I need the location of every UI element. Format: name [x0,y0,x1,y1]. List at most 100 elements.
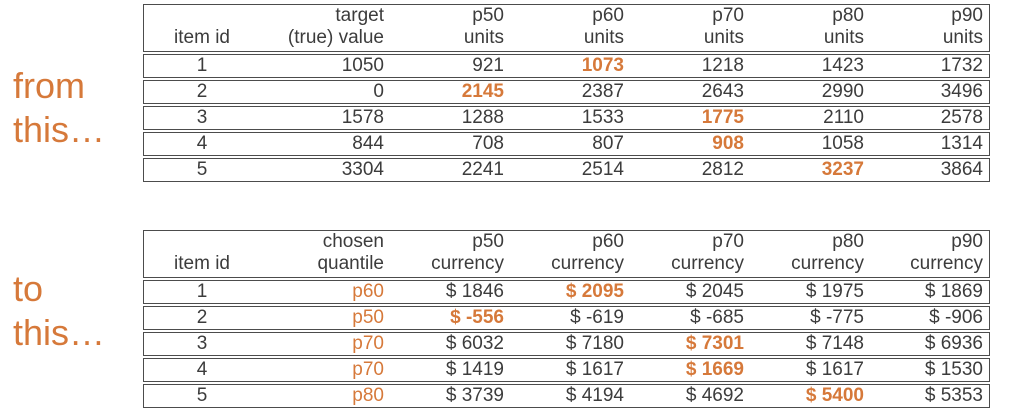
cell-p80-currency: $ 1975 [750,280,870,304]
cell-p70-currency: $ 7301 [630,332,750,356]
cell-p60-currency: $ 4194 [510,384,630,408]
cell-item-id: 2 [143,80,260,104]
header-item-id: item id [143,4,260,52]
header-p70-units: p70 units [630,4,750,52]
cell-item-id: 1 [143,54,260,78]
header-p90-units: p90 units [870,4,990,52]
cell-p60-currency: $ -619 [510,306,630,330]
header-p60-currency: p60 currency [510,230,630,278]
cell-p60-currency: $ 1617 [510,358,630,382]
cell-item-id: 3 [143,106,260,130]
currency-forecast-table: item id chosen quantile p50 currency p60… [143,228,990,410]
cell-p80-units: 2990 [750,80,870,104]
cell-p70-currency: $ 1669 [630,358,750,382]
cell-p60-currency: $ 7180 [510,332,630,356]
header-p90-currency: p90 currency [870,230,990,278]
cell-p80-units: 3237 [750,158,870,182]
cell-p70-currency: $ 2045 [630,280,750,304]
units-table-header-row: item id target (true) value p50 units p6… [143,4,990,52]
header-chosen-quantile: chosen quantile [260,230,390,278]
cell-p50-units: 2241 [390,158,510,182]
cell-p50-units: 708 [390,132,510,156]
cell-p80-currency: $ 5400 [750,384,870,408]
cell-item-id: 5 [143,158,260,182]
cell-target-value: 844 [260,132,390,156]
cell-target-value: 3304 [260,158,390,182]
cell-p60-units: 1533 [510,106,630,130]
cell-p70-units: 908 [630,132,750,156]
cell-item-id: 2 [143,306,260,330]
cell-p90-units: 2578 [870,106,990,130]
cell-p80-units: 1058 [750,132,870,156]
cell-p70-units: 2643 [630,80,750,104]
header-target-true-value: target (true) value [260,4,390,52]
cell-target-value: 1050 [260,54,390,78]
header-p50-units: p50 units [390,4,510,52]
cell-item-id: 4 [143,132,260,156]
cell-p60-units: 2514 [510,158,630,182]
cell-p50-units: 1288 [390,106,510,130]
header-item-id: item id [143,230,260,278]
header-p70-currency: p70 currency [630,230,750,278]
cell-p50-units: 921 [390,54,510,78]
table-row: 5 3304 2241 2514 2812 3237 3864 [143,158,990,182]
cell-p70-units: 1775 [630,106,750,130]
cell-p90-units: 1314 [870,132,990,156]
cell-chosen-quantile: p80 [260,384,390,408]
cell-p90-units: 3496 [870,80,990,104]
cell-p50-currency: $ 1419 [390,358,510,382]
header-p50-currency: p50 currency [390,230,510,278]
currency-table-header-row: item id chosen quantile p50 currency p60… [143,230,990,278]
cell-chosen-quantile: p70 [260,358,390,382]
table-row: 5 p80 $ 3739 $ 4194 $ 4692 $ 5400 $ 5353 [143,384,990,408]
cell-chosen-quantile: p50 [260,306,390,330]
cell-target-value: 0 [260,80,390,104]
cell-p90-units: 3864 [870,158,990,182]
cell-p80-units: 2110 [750,106,870,130]
cell-item-id: 4 [143,358,260,382]
cell-target-value: 1578 [260,106,390,130]
table-row: 1 1050 921 1073 1218 1423 1732 [143,54,990,78]
cell-p50-units: 2145 [390,80,510,104]
cell-p80-currency: $ 7148 [750,332,870,356]
cell-p90-currency: $ 5353 [870,384,990,408]
cell-p70-currency: $ -685 [630,306,750,330]
cell-item-id: 3 [143,332,260,356]
cell-p60-units: 2387 [510,80,630,104]
units-forecast-table: item id target (true) value p50 units p6… [143,2,990,184]
from-this-label: from this… [13,65,106,150]
cell-p50-currency: $ 1846 [390,280,510,304]
cell-p60-units: 1073 [510,54,630,78]
to-this-label: to this… [13,268,106,353]
cell-item-id: 1 [143,280,260,304]
cell-p90-currency: $ 1869 [870,280,990,304]
header-p80-units: p80 units [750,4,870,52]
cell-p60-units: 807 [510,132,630,156]
table-row: 2 p50 $ -556 $ -619 $ -685 $ -775 $ -906 [143,306,990,330]
table-row: 4 p70 $ 1419 $ 1617 $ 1669 $ 1617 $ 1530 [143,358,990,382]
header-p80-currency: p80 currency [750,230,870,278]
cell-p70-units: 2812 [630,158,750,182]
cell-p50-currency: $ -556 [390,306,510,330]
table-row: 4 844 708 807 908 1058 1314 [143,132,990,156]
table-row: 2 0 2145 2387 2643 2990 3496 [143,80,990,104]
cell-p90-units: 1732 [870,54,990,78]
cell-p50-currency: $ 6032 [390,332,510,356]
cell-p70-currency: $ 4692 [630,384,750,408]
table-row: 1 p60 $ 1846 $ 2095 $ 2045 $ 1975 $ 1869 [143,280,990,304]
cell-p80-units: 1423 [750,54,870,78]
cell-chosen-quantile: p70 [260,332,390,356]
cell-p80-currency: $ 1617 [750,358,870,382]
table-row: 3 p70 $ 6032 $ 7180 $ 7301 $ 7148 $ 6936 [143,332,990,356]
cell-item-id: 5 [143,384,260,408]
cell-p70-units: 1218 [630,54,750,78]
cell-chosen-quantile: p60 [260,280,390,304]
cell-p60-currency: $ 2095 [510,280,630,304]
cell-p90-currency: $ -906 [870,306,990,330]
cell-p90-currency: $ 6936 [870,332,990,356]
cell-p80-currency: $ -775 [750,306,870,330]
cell-p90-currency: $ 1530 [870,358,990,382]
table-row: 3 1578 1288 1533 1775 2110 2578 [143,106,990,130]
header-p60-units: p60 units [510,4,630,52]
